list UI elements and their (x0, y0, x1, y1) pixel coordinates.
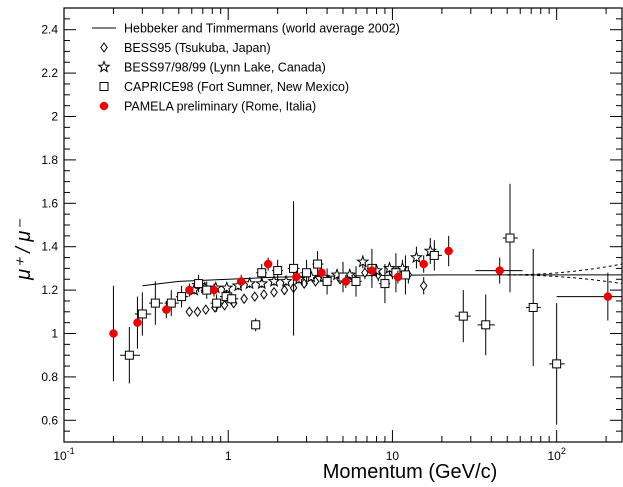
data-point-square (227, 294, 237, 304)
data-point-diamond (361, 267, 369, 279)
data-point-square (273, 266, 283, 276)
data-point-star (279, 274, 293, 288)
legend-marker-diamond (100, 42, 108, 53)
data-point-diamond (270, 286, 278, 298)
series-circle (109, 235, 622, 382)
data-point-circle (419, 259, 428, 269)
y-axis-title: μ⁺ / μ⁻ (13, 219, 35, 281)
y-tick-label: 1.6 (41, 196, 58, 210)
data-point-star (356, 254, 370, 268)
data-point-square (481, 320, 491, 330)
legend-entry: BESS95 (Tsukuba, Japan) (100, 41, 271, 55)
data-point-square (322, 276, 332, 286)
y-tick-label: 0.8 (41, 370, 58, 384)
x-tick-label: 102 (547, 446, 565, 463)
data-point-square (124, 350, 134, 360)
y-tick-labels: 0.6 0.8 1 1.2 1.4 1.6 1.8 2 2.2 2.4 (41, 23, 58, 428)
y-tick-label: 2.2 (41, 66, 58, 80)
data-point-square (429, 250, 439, 260)
axes (63, 7, 623, 443)
data-series (109, 183, 622, 425)
x-tick-label: 1 (225, 449, 232, 463)
legend-marker-star (97, 60, 111, 73)
data-point-star (382, 261, 397, 275)
x-tick-label: 10 (386, 449, 400, 463)
data-point-circle (367, 266, 377, 275)
data-point-square (528, 302, 538, 312)
legend-entry: BESS97/98/99 (Lynn Lake, Canada) (97, 60, 326, 75)
data-point-circle (263, 259, 273, 269)
world-average-band-lower (507, 274, 622, 285)
legend-label: PAMELA preliminary (Rome, Italia) (124, 100, 316, 114)
data-point-circle (236, 277, 246, 286)
legend-entry: PAMELA preliminary (Rome, Italia) (99, 100, 316, 114)
data-point-diamond (193, 306, 202, 318)
data-point-square (194, 279, 204, 289)
data-point-square (251, 320, 261, 330)
x-tick-label: 10-1 (53, 446, 74, 463)
y-tick-label: 0.6 (41, 413, 58, 427)
data-point-circle (317, 268, 326, 277)
y-tick-label: 1 (51, 327, 58, 341)
data-point-square (313, 259, 323, 269)
legend-label: Hebbeker and Timmermans (world average 2… (124, 22, 400, 36)
data-point-diamond (280, 284, 289, 296)
legend-entry: CAPRICE98 (Fort Sumner, New Mexico) (99, 80, 349, 94)
y-tick-label: 1.8 (41, 153, 58, 167)
data-point-square (150, 298, 160, 308)
data-point-star (255, 276, 269, 290)
data-point-square (400, 270, 410, 280)
data-point-circle (292, 272, 301, 282)
series-square (120, 183, 565, 425)
data-point-diamond (240, 293, 248, 305)
data-point-circle (162, 305, 171, 314)
data-point-square (380, 279, 390, 289)
data-point-star (409, 250, 424, 264)
y-tick-label: 1.2 (41, 283, 58, 297)
data-point-square (289, 263, 299, 273)
data-point-diamond (250, 291, 259, 302)
data-point-circle (393, 272, 403, 282)
series-star (187, 238, 437, 296)
data-point-diamond (185, 306, 194, 318)
data-point-circle (185, 285, 194, 295)
legend-label: BESS97/98/99 (Lynn Lake, Canada) (124, 61, 326, 75)
legend-entry: Hebbeker and Timmermans (world average 2… (92, 22, 400, 36)
y-tick-label: 2 (51, 110, 58, 124)
data-point-diamond (201, 304, 210, 315)
data-point-square (302, 268, 312, 278)
data-point-square (257, 268, 267, 278)
data-point-circle (209, 285, 219, 295)
data-point-square (505, 233, 515, 243)
data-point-square (458, 311, 468, 321)
data-point-circle (109, 329, 118, 338)
legend-label: CAPRICE98 (Fort Sumner, New Mexico) (124, 80, 349, 94)
y-tick-label: 1.4 (41, 240, 58, 254)
data-point-star (243, 276, 257, 290)
data-point-diamond (419, 280, 428, 292)
data-point-square (351, 276, 361, 286)
y-tick-label: 2.4 (41, 23, 58, 37)
x-axis-title: Momentum (GeV/c) (323, 461, 497, 483)
data-point-circle (444, 246, 453, 256)
data-point-square (552, 359, 562, 369)
data-point-square (177, 292, 187, 302)
data-point-square (166, 298, 176, 308)
legend-label: BESS95 (Tsukuba, Japan) (124, 41, 271, 55)
data-point-diamond (260, 289, 268, 300)
data-point-star (220, 281, 234, 294)
data-point-circle (341, 277, 351, 286)
data-point-circle (133, 318, 142, 327)
data-point-square (202, 285, 212, 295)
data-point-square (137, 309, 147, 319)
legend-marker-circle (99, 101, 109, 111)
legend: Hebbeker and Timmermans (world average 2… (92, 22, 400, 114)
data-point-circle (495, 266, 504, 275)
x-tick-labels: 10-1 1 10 102 (53, 446, 566, 463)
data-point-square (212, 298, 222, 308)
data-point-circle (603, 292, 613, 301)
legend-marker-square (99, 82, 109, 91)
